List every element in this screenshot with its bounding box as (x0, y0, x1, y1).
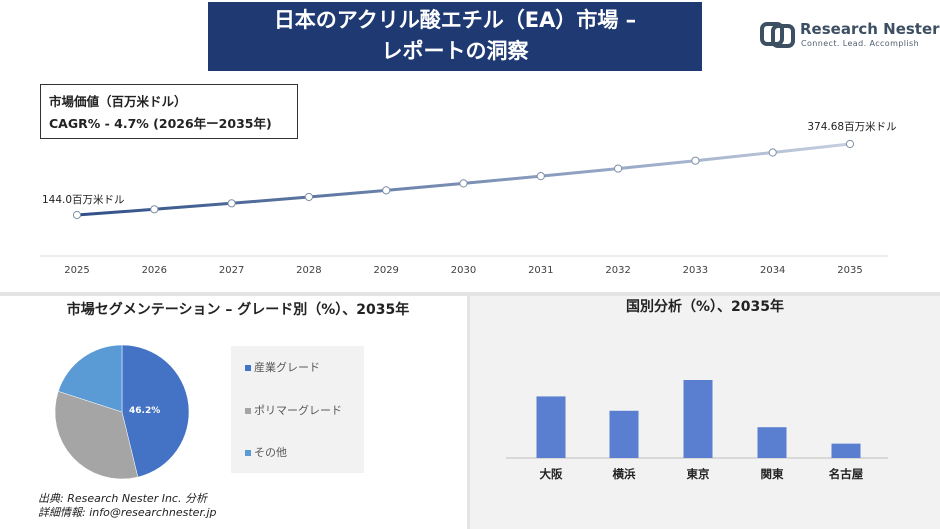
pie-slice-0 (121, 344, 190, 478)
legend-label-polymer: ポリマーグレード (254, 404, 342, 417)
line-point-2027 (227, 199, 236, 208)
bar-3 (757, 427, 787, 458)
bar-category-label-4: 名古屋 (829, 467, 864, 481)
rn-logo-icon (760, 22, 795, 48)
line-point-2025 (72, 210, 82, 220)
legend-label-industrial: 産業グレード (254, 361, 320, 374)
bar-4 (831, 443, 861, 458)
report-title-line2: レポートの洞察 (381, 39, 529, 63)
report-title-line1: 日本のアクリル酸エチル（EA）市場 – (273, 8, 637, 32)
panel-divider (467, 296, 470, 529)
x-tick-label-2026: 2026 (142, 265, 167, 276)
x-tick-label-2031: 2031 (528, 265, 553, 276)
research-nester-logo: Research Nester Connect. Lead. Accomplis… (760, 18, 940, 52)
pie-slice-1 (54, 390, 139, 480)
source-line: 出典: Research Nester Inc. 分析 (38, 492, 207, 505)
legend-swatch-other (245, 450, 251, 456)
legend-item-industrial: 産業グレード (245, 359, 320, 375)
bar-2 (683, 380, 713, 458)
grade-pie-chart: 46.2% (54, 344, 190, 480)
legend-item-polymer: ポリマーグレード (245, 402, 342, 418)
x-tick-label-2034: 2034 (760, 265, 785, 276)
line-point-2031 (536, 172, 545, 181)
pie-legend: 産業グレード ポリマーグレード その他 (231, 346, 364, 473)
x-tick-label-2035: 2035 (837, 265, 862, 276)
bar-category-label-1: 横浜 (613, 467, 636, 481)
pie-slice-2 (57, 344, 123, 413)
bar-1 (609, 410, 639, 458)
line-point-2028 (304, 192, 313, 202)
country-analysis-title: 国別分析（%）、2035年 (626, 299, 784, 315)
bar-category-label-3: 関東 (761, 467, 784, 481)
line-point-2032 (614, 164, 623, 173)
country-bar-chart: 大阪 横浜 東京 関東 名古屋 (506, 380, 888, 481)
bar-0 (536, 396, 566, 458)
line-point-2029 (382, 186, 391, 195)
bar-category-label-0: 大阪 (540, 467, 563, 481)
bar-category-label-2: 東京 (687, 467, 710, 481)
report-title-banner: 日本のアクリル酸エチル（EA）市場 – レポートの洞察 (208, 2, 702, 71)
source-note: 出典: Research Nester Inc. 分析 詳細情報: info@r… (38, 492, 217, 520)
market-value-line-chart: 2025 2026 2027 2028 2029 2030 2031 2032 2033 2034… (40, 120, 897, 276)
x-tick-label-2029: 2029 (373, 265, 398, 276)
legend-swatch-industrial (245, 365, 251, 371)
market-value-label: 市場価値（百万米ドル） (49, 94, 187, 109)
segmentation-title: 市場セグメンテーション – グレード別（%）、2035年 (66, 302, 410, 318)
line-point-2035 (845, 139, 855, 149)
line-point-2026 (150, 205, 159, 214)
line-point-2033 (691, 156, 700, 165)
legend-item-other: その他 (245, 444, 287, 460)
x-tick-label-2032: 2032 (605, 265, 630, 276)
market-value-info-box: 市場価値（百万米ドル） CAGR% - 4.7% (2026年ー2035年) (40, 84, 298, 139)
x-tick-label-2033: 2033 (683, 265, 708, 276)
line-point-2034 (768, 148, 777, 157)
start-value-label: 144.0百万米ドル (42, 193, 125, 206)
logo-tagline: Connect. Lead. Accomplish (801, 39, 920, 48)
line-point-2030 (459, 179, 468, 188)
x-tick-label-2025: 2025 (64, 265, 89, 276)
legend-label-other: その他 (254, 446, 287, 459)
logo-name: Research Nester (800, 20, 940, 38)
pie-data-label-0: 46.2% (129, 406, 160, 416)
x-tick-label-2028: 2028 (296, 265, 321, 276)
x-tick-label-2027: 2027 (219, 265, 244, 276)
cagr-label: CAGR% - 4.7% (2026年ー2035年) (49, 116, 272, 131)
legend-swatch-polymer (245, 408, 251, 414)
section-divider (0, 292, 940, 296)
contact-line: 詳細情報: info@researchnester.jp (38, 506, 217, 519)
x-tick-label-2030: 2030 (451, 265, 476, 276)
end-value-label: 374.68百万米ドル (807, 120, 896, 133)
